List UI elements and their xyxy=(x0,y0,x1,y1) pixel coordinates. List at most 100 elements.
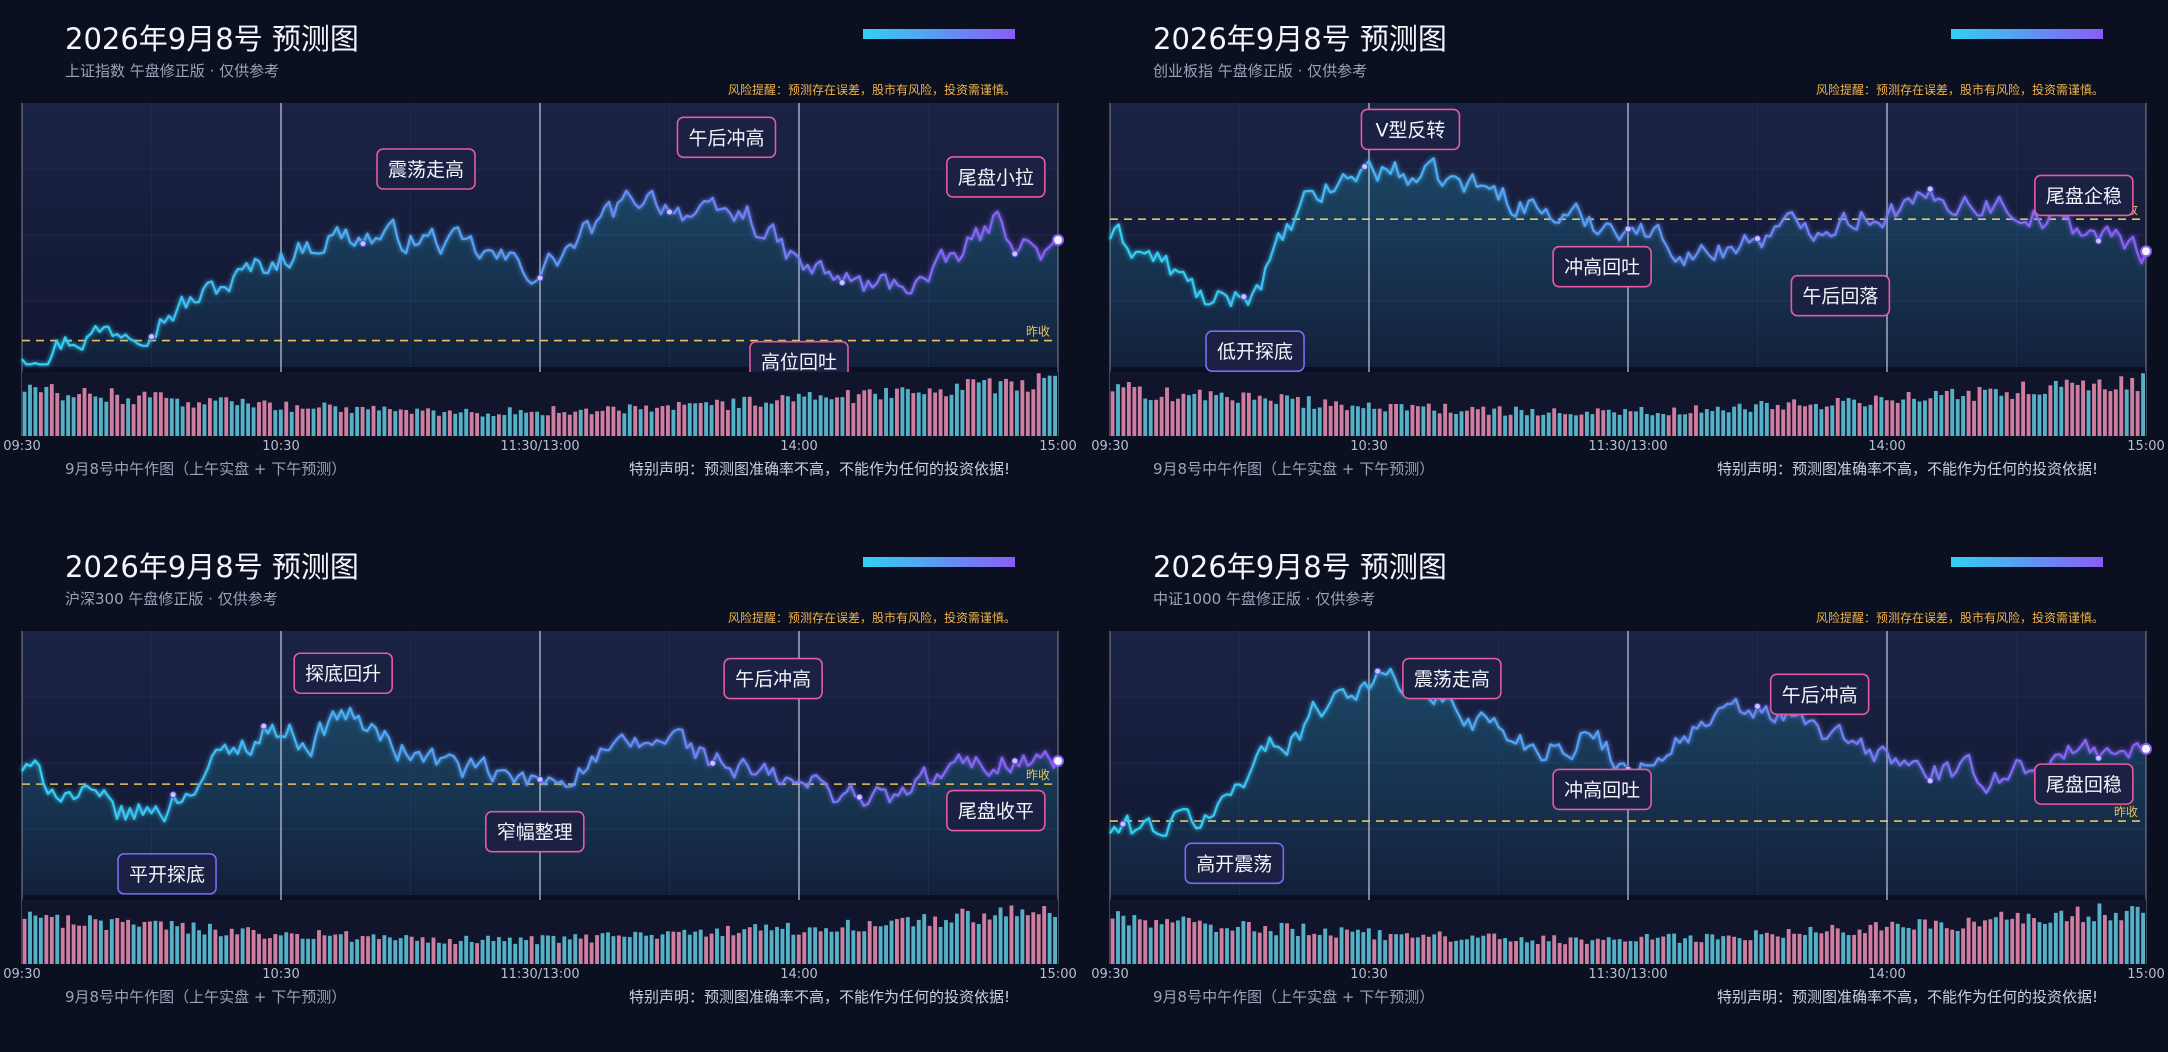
volume-bar xyxy=(1137,919,1142,964)
volume-bar xyxy=(1955,399,1960,436)
annotation-text: 午后回落 xyxy=(1802,286,1878,308)
volume-bar xyxy=(1754,404,1758,436)
volume-bar xyxy=(1590,414,1595,436)
volume-bar xyxy=(469,941,474,964)
volume-bar xyxy=(1841,400,1846,436)
volume-bar xyxy=(251,930,256,964)
volume-bar xyxy=(1525,415,1529,436)
volume-bar xyxy=(998,907,1003,964)
volume-bar xyxy=(1415,406,1420,436)
volume-bar xyxy=(1535,415,1540,436)
volume-bar xyxy=(796,393,801,436)
volume-bar xyxy=(606,932,610,964)
volume-bar xyxy=(1906,391,1911,436)
volume-bar xyxy=(2086,916,2091,964)
volume-bar xyxy=(878,926,883,964)
price-marker xyxy=(359,240,367,248)
price-marker xyxy=(2095,237,2103,245)
volume-bar xyxy=(715,399,719,436)
volume-bar xyxy=(502,415,507,436)
volume-bar xyxy=(295,933,300,964)
volume-bar xyxy=(1279,394,1284,436)
volume-bar xyxy=(1454,940,1458,964)
volume-bar xyxy=(77,394,81,436)
volume-bar xyxy=(2113,912,2118,964)
volume-bar xyxy=(88,915,92,964)
volume-bar xyxy=(687,934,692,964)
chart-panel: 2026年9月8号 预测图 中证1000 午盘修正版 · 仅供参考 风险提醒：预测存… xyxy=(1088,528,2168,1052)
volume-bar xyxy=(88,393,92,436)
volume-bar xyxy=(1219,392,1224,436)
risk-note: 风险提醒：预测存在误差，股市有风险，投资需谨慎。 xyxy=(727,611,1016,625)
volume-bar xyxy=(338,411,343,436)
volume-bar xyxy=(1328,405,1333,436)
volume-bar xyxy=(409,936,414,964)
volume-bar xyxy=(867,921,872,964)
volume-bar xyxy=(911,926,916,964)
volume-bar xyxy=(873,926,878,964)
annotation-callout: 震荡走高 xyxy=(376,148,476,190)
volume-bar xyxy=(1726,412,1731,436)
volume-bar xyxy=(1165,919,1169,964)
volume-bar xyxy=(616,935,621,964)
disclaimer: 特别声明：预测图准确率不高，不能作为任何的投资依据! xyxy=(628,988,1010,1006)
volume-bar xyxy=(1601,939,1606,964)
volume-bar xyxy=(562,936,567,964)
volume-bar xyxy=(1208,924,1213,964)
volume-bar xyxy=(317,407,321,436)
last-price-dot xyxy=(1052,754,1064,767)
volume-bar xyxy=(1525,942,1529,964)
x-tick-label: 11:30/13:00 xyxy=(500,439,579,454)
volume-bar xyxy=(229,928,234,964)
volume-bar xyxy=(1672,933,1677,964)
volume-bar xyxy=(126,398,131,436)
volume-bar xyxy=(224,397,229,436)
volume-bar xyxy=(1606,409,1611,436)
volume-bar xyxy=(676,931,681,964)
volume-bar xyxy=(1470,935,1475,964)
volume-bar xyxy=(775,400,779,436)
volume-bar xyxy=(1835,397,1840,436)
volume-bar xyxy=(1797,405,1802,436)
volume-bar xyxy=(464,935,469,964)
volume-bar xyxy=(2092,383,2096,436)
volume-bar xyxy=(1328,935,1333,964)
volume-bar xyxy=(1764,402,1769,436)
volume-bar xyxy=(513,414,518,436)
volume-bar xyxy=(1121,387,1126,436)
volume-bar xyxy=(2124,910,2129,964)
last-price-dot xyxy=(2140,245,2152,258)
volume-bar xyxy=(333,934,338,964)
volume-bar xyxy=(2053,912,2058,964)
volume-bar xyxy=(644,405,649,436)
volume-bar xyxy=(491,416,496,436)
volume-bar xyxy=(1339,404,1344,436)
accent-bar xyxy=(1951,29,2103,39)
volume-bar xyxy=(1121,915,1126,964)
volume-bar xyxy=(1459,411,1464,436)
volume-bar xyxy=(1486,933,1491,964)
volume-bar xyxy=(109,388,114,436)
volume-bar xyxy=(1486,414,1491,436)
volume-bar xyxy=(1688,413,1693,436)
volume-bar xyxy=(207,923,212,964)
volume-bar xyxy=(240,398,245,436)
volume-bar xyxy=(1388,934,1393,964)
volume-bar xyxy=(1312,933,1317,964)
volume-bar xyxy=(1595,408,1600,436)
volume-bar xyxy=(1977,387,1982,436)
volume-bar xyxy=(1053,375,1057,436)
volume-bar xyxy=(360,406,365,436)
volume-bar xyxy=(93,919,98,964)
volume-bar xyxy=(611,406,616,436)
volume-bar xyxy=(2053,381,2058,436)
volume-bar xyxy=(1268,931,1273,964)
volume-bar xyxy=(736,932,741,964)
chart-panel: 2026年9月8号 预测图 上证指数 午盘修正版 · 仅供参考 风险提醒：预测存在误… xyxy=(0,0,1088,524)
annotation-text: 震荡走高 xyxy=(1414,669,1490,691)
volume-bar xyxy=(1574,937,1578,964)
volume-bar xyxy=(475,413,480,436)
volume-bar xyxy=(2037,394,2042,436)
x-tick-label: 09:30 xyxy=(3,439,40,454)
volume-bar xyxy=(895,919,899,964)
